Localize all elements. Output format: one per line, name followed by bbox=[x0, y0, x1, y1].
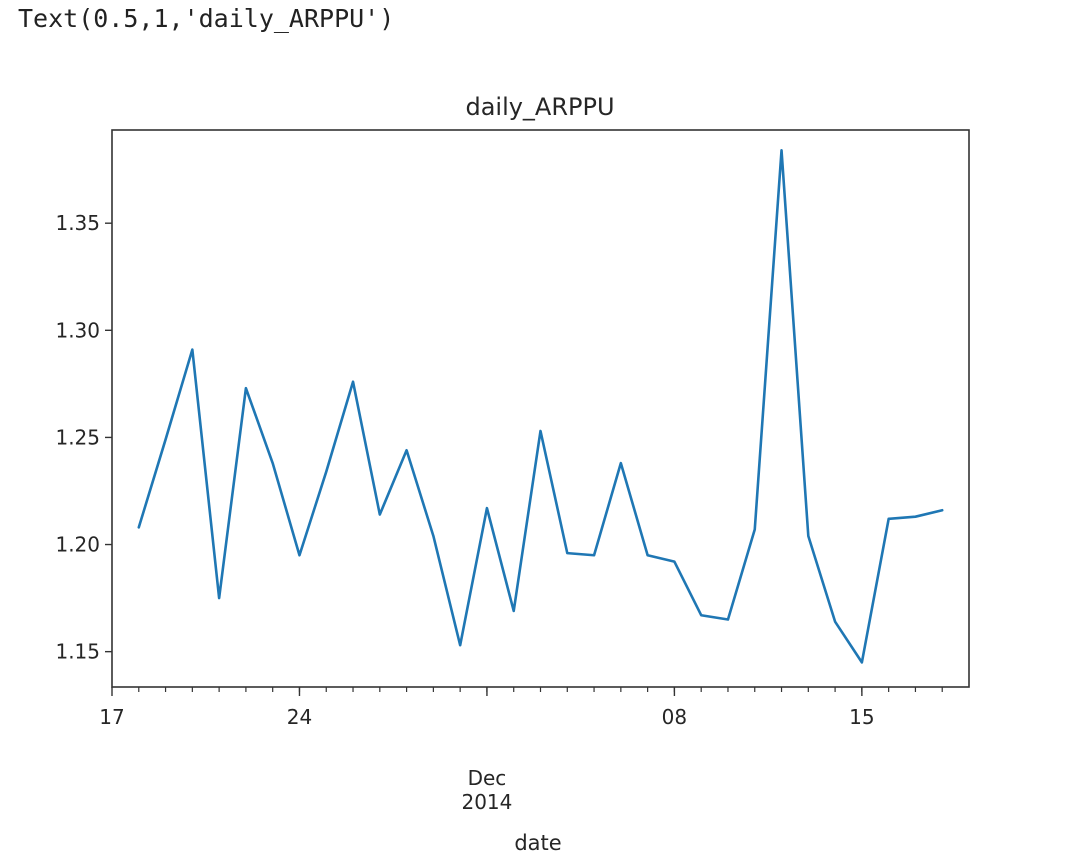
y-tick-label: 1.20 bbox=[55, 533, 100, 557]
x-tick-label: 08 bbox=[662, 705, 687, 729]
plot-area-frame bbox=[111, 129, 970, 688]
series-line-0 bbox=[137, 149, 944, 664]
y-axis: 1.15 1.20 1.25 1.30 1.35 bbox=[55, 211, 112, 664]
chart-title: daily_ARPPU bbox=[465, 93, 614, 121]
x-tick-label: 24 bbox=[287, 705, 312, 729]
y-tick-label: 1.30 bbox=[55, 318, 100, 342]
x-tick-label: 15 bbox=[849, 705, 874, 729]
cell-output-text: Text(0.5,1,'daily_ARPPU') bbox=[18, 4, 395, 33]
y-tick-label: 1.35 bbox=[55, 211, 100, 235]
x-tick-label: 17 bbox=[99, 705, 124, 729]
y-tick-label: 1.15 bbox=[55, 640, 100, 664]
x-tick-label: Dec 2014 bbox=[461, 766, 512, 814]
x-axis: 17 24 Dec 2014 08 15 bbox=[99, 687, 943, 814]
x-axis-label: date bbox=[514, 831, 561, 855]
series-layer bbox=[137, 149, 944, 664]
y-tick-label: 1.25 bbox=[55, 425, 100, 449]
